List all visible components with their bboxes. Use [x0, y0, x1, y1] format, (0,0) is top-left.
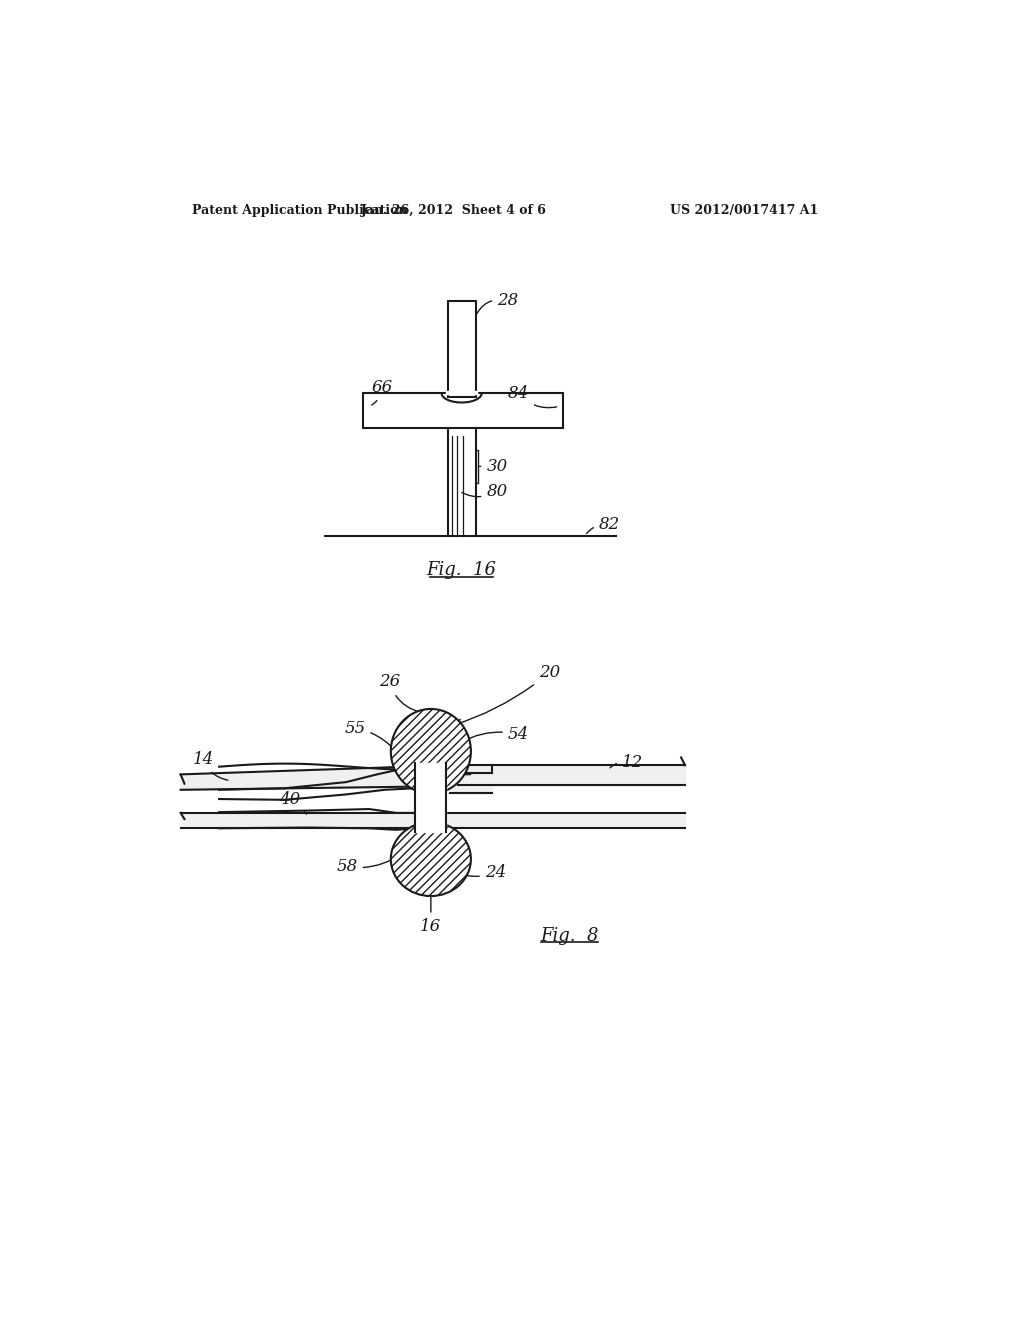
Text: 82: 82 [587, 516, 620, 533]
Text: US 2012/0017417 A1: US 2012/0017417 A1 [670, 205, 818, 218]
Text: Patent Application Publication: Patent Application Publication [193, 205, 408, 218]
Text: Fig.  8: Fig. 8 [541, 927, 599, 945]
Text: 40: 40 [279, 791, 306, 814]
Text: 58: 58 [337, 854, 400, 875]
Text: 54: 54 [461, 726, 529, 743]
Text: Fig.  16: Fig. 16 [427, 561, 497, 579]
Bar [364, 393, 563, 428]
Text: 20: 20 [455, 664, 560, 726]
Text: 12: 12 [610, 754, 643, 771]
Text: 28: 28 [477, 292, 518, 314]
Bar [447, 301, 475, 397]
Text: 80: 80 [462, 483, 508, 499]
Text: Jan. 26, 2012  Sheet 4 of 6: Jan. 26, 2012 Sheet 4 of 6 [361, 205, 547, 218]
Text: 30: 30 [475, 450, 508, 483]
Ellipse shape [391, 822, 471, 896]
Text: 14: 14 [193, 751, 228, 780]
Text: 66: 66 [371, 379, 392, 405]
Text: 84: 84 [508, 384, 557, 408]
Text: 24: 24 [454, 865, 506, 882]
Ellipse shape [391, 709, 471, 793]
Text: 16: 16 [420, 895, 441, 935]
Text: 55: 55 [344, 719, 397, 752]
Text: 26: 26 [379, 673, 421, 713]
